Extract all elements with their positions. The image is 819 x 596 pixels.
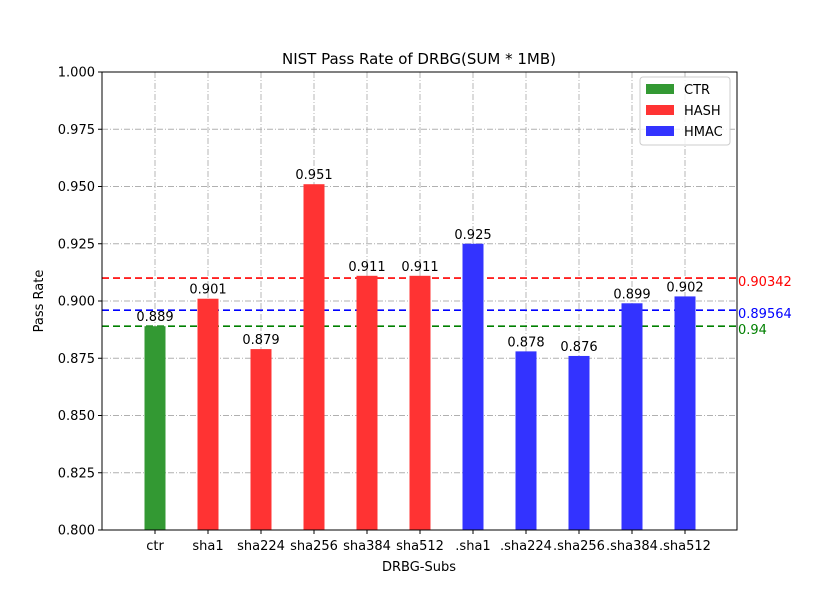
legend-label: HMAC bbox=[684, 125, 723, 140]
bar bbox=[674, 296, 696, 530]
x-tick-label: ctr bbox=[146, 539, 164, 554]
bar-value-label: 0.899 bbox=[613, 287, 650, 302]
x-axis-label: DRBG-Subs bbox=[382, 560, 456, 575]
x-tick-label: sha1 bbox=[192, 539, 223, 554]
bar-value-label: 0.901 bbox=[189, 283, 226, 298]
x-tick-label: sha512 bbox=[396, 539, 444, 554]
bar-value-labels: 0.889 0.901 0.879 0.951 0.911 0.911 0.925 0.878… bbox=[136, 168, 703, 355]
bar-value-label: 0.911 bbox=[401, 260, 438, 275]
bar-value-label: 0.925 bbox=[454, 228, 491, 243]
bar bbox=[303, 184, 325, 530]
bar-value-label: 0.879 bbox=[242, 333, 279, 348]
x-tick-label: .sha256 bbox=[553, 539, 605, 554]
legend-label: CTR bbox=[684, 83, 710, 98]
chart-title: NIST Pass Rate of DRBG(SUM * 1MB) bbox=[282, 50, 556, 68]
y-tick-label: 0.950 bbox=[58, 180, 95, 195]
y-tick-label: 0.825 bbox=[58, 466, 95, 481]
bar bbox=[462, 243, 484, 530]
y-tick-label: 1.000 bbox=[58, 66, 95, 81]
bar bbox=[409, 275, 431, 530]
bar bbox=[197, 298, 219, 530]
bar-value-label: 0.951 bbox=[295, 168, 332, 183]
x-tick-label: sha256 bbox=[290, 539, 338, 554]
reference-line-label: 0.90342 bbox=[738, 275, 792, 290]
bar bbox=[144, 326, 166, 530]
bar bbox=[250, 349, 272, 530]
x-tick-label: .sha384 bbox=[606, 539, 658, 554]
bar-value-label: 0.911 bbox=[348, 260, 385, 275]
x-tick-label: .sha512 bbox=[659, 539, 711, 554]
legend-swatch bbox=[646, 126, 674, 136]
bars bbox=[144, 184, 696, 530]
y-tick-label: 0.875 bbox=[58, 352, 95, 367]
y-tick-label: 0.975 bbox=[58, 123, 95, 138]
bar-value-label: 0.889 bbox=[136, 310, 173, 325]
y-tick-label: 0.900 bbox=[58, 295, 95, 310]
bar bbox=[568, 355, 590, 530]
bar bbox=[621, 303, 643, 530]
y-tick-label: 0.850 bbox=[58, 409, 95, 424]
reference-line-label: 0.89564 bbox=[738, 307, 792, 322]
y-axis-ticks: 0.800 0.825 0.850 0.875 0.900 0.925 0.950 0.975… bbox=[58, 66, 102, 539]
bar bbox=[515, 351, 537, 530]
x-tick-label: sha384 bbox=[343, 539, 391, 554]
bar-value-label: 0.902 bbox=[666, 280, 703, 295]
y-axis-label: Pass Rate bbox=[32, 270, 47, 333]
legend: CTR HASH HMAC bbox=[639, 76, 731, 146]
x-axis-ticks: ctr sha1 sha224 sha256 sha384 sha512 .sha1 .sha… bbox=[146, 530, 711, 554]
y-tick-label: 0.800 bbox=[58, 524, 95, 539]
bar bbox=[356, 275, 378, 530]
x-tick-label: sha224 bbox=[237, 539, 285, 554]
x-tick-label: .sha224 bbox=[500, 539, 552, 554]
x-tick-label: .sha1 bbox=[455, 539, 490, 554]
legend-swatch bbox=[646, 84, 674, 94]
bar-value-label: 0.876 bbox=[560, 340, 597, 355]
legend-swatch bbox=[646, 105, 674, 115]
y-tick-label: 0.925 bbox=[58, 237, 95, 252]
bar-value-label: 0.878 bbox=[507, 335, 544, 350]
legend-label: HASH bbox=[684, 104, 721, 119]
reference-line-label: 0.94 bbox=[738, 323, 767, 338]
